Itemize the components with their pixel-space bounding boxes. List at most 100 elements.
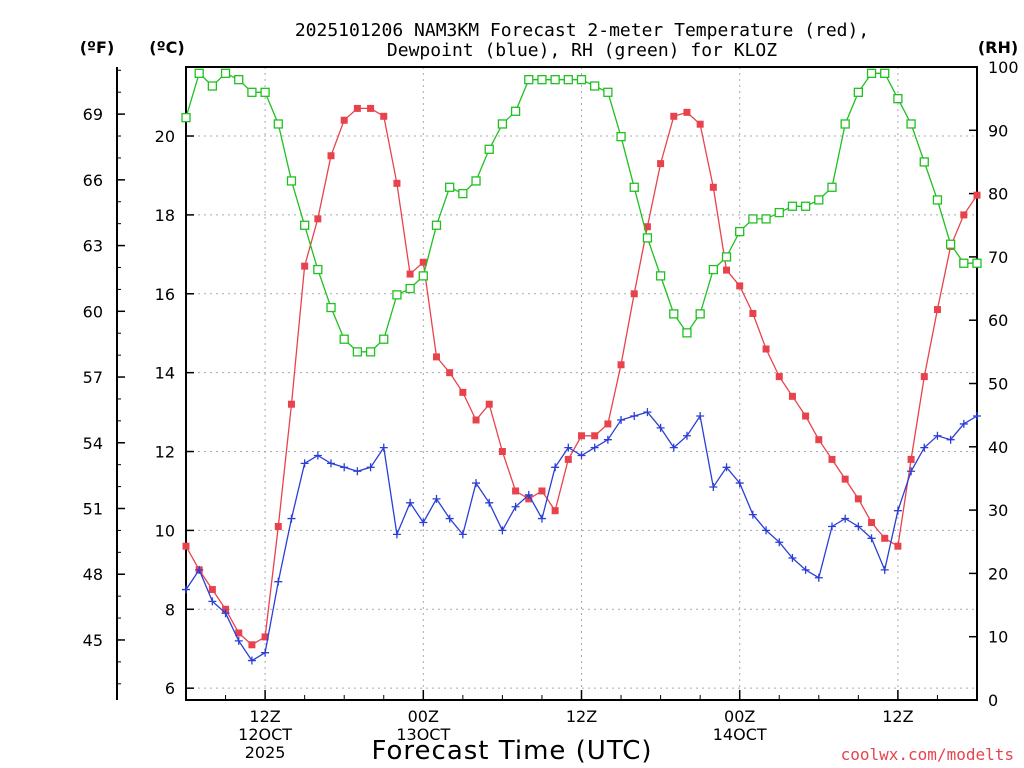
temperature-point [696, 120, 704, 128]
fahrenheit-tick-label: 48 [83, 565, 103, 584]
dewpoint-point [867, 534, 876, 543]
temperature-point [578, 432, 585, 440]
dewpoint-point [788, 554, 797, 563]
rh-point [286, 176, 297, 186]
dewpoint-point [353, 467, 362, 476]
rh-point [761, 214, 771, 224]
rh-point [629, 182, 639, 192]
temperature-point [538, 487, 546, 495]
x-axis-title: Forecast Time (UTC) [371, 736, 652, 766]
rh-point [748, 214, 758, 224]
rh-point [392, 290, 402, 300]
temperature-point [459, 388, 467, 396]
dewpoint-point [366, 463, 375, 472]
temperature-point [406, 270, 414, 278]
dewpoint-point [722, 463, 731, 472]
rh-point [827, 182, 837, 192]
dewpoint-point [208, 597, 217, 606]
temperature-point [881, 534, 889, 542]
rh-point [866, 68, 877, 78]
celsius-tick-label: 14 [155, 364, 175, 383]
rh-point [471, 176, 481, 186]
dewpoint-point [247, 656, 256, 665]
dewpoint-point [973, 412, 981, 421]
rh-point [735, 226, 745, 237]
rh-point [972, 258, 982, 268]
rh-point [207, 81, 218, 91]
celsius-tick-label: 18 [155, 206, 175, 225]
dewpoint-point [300, 459, 309, 468]
rh-point [339, 334, 349, 344]
dewpoint-point [564, 443, 573, 452]
rh-point [800, 201, 811, 211]
dewpoint-point [617, 415, 626, 424]
temperature-point [907, 455, 915, 463]
rh-point [655, 271, 666, 281]
rh-series [181, 68, 982, 357]
fahrenheit-tick-label: 60 [83, 302, 103, 321]
rh-point [234, 75, 244, 85]
rh-point [853, 87, 863, 97]
temperature-point [182, 542, 190, 550]
rh-point [880, 68, 890, 78]
dewpoint-point [801, 565, 810, 574]
rh-point [787, 201, 798, 211]
temperature-point [208, 586, 216, 594]
temperature-point [380, 112, 388, 120]
dewpoint-point [498, 526, 507, 535]
temperature-point [314, 215, 322, 223]
rh-tick-label: 0 [988, 691, 998, 710]
x-tick-label: 12OCT [238, 725, 292, 744]
rh-point [590, 81, 600, 91]
dewpoint-point [748, 510, 757, 519]
chart-title-line-2: Dewpoint (blue), RH (green) for KLOZ [387, 40, 777, 61]
temperature-point [933, 306, 941, 314]
dewpoint-point [221, 609, 230, 618]
temperature-point [960, 211, 968, 219]
data-series [181, 68, 982, 665]
rh-tick-label: 90 [988, 121, 1008, 140]
temperature-point [868, 519, 876, 527]
temperature-point [920, 373, 928, 381]
rh-tick-label: 10 [988, 628, 1008, 647]
celsius-tick-label: 10 [155, 521, 175, 540]
rh-point [774, 207, 784, 218]
rh-point [365, 347, 376, 357]
rh-tick-label: 50 [988, 375, 1008, 394]
dewpoint-point [827, 522, 836, 531]
dewpoint-point [182, 585, 190, 594]
rh-tick-label: 60 [988, 311, 1008, 330]
rh-point [932, 195, 943, 205]
rh-point [708, 264, 718, 275]
dewpoint-point [551, 463, 560, 472]
rh-point [669, 309, 679, 319]
x-tick-label: 12Z [249, 707, 280, 726]
rh-point [524, 75, 534, 85]
dewpoint-point [379, 443, 388, 452]
rh-point [431, 220, 442, 230]
rh-point [510, 106, 521, 116]
rh-point [893, 94, 903, 104]
rh-point [220, 68, 231, 78]
dewpoint-point [656, 423, 665, 432]
fahrenheit-tick-label: 54 [83, 434, 103, 453]
rh-point [194, 68, 204, 78]
rh-point [379, 334, 389, 344]
rh-point [682, 328, 692, 338]
dewpoint-point [261, 648, 270, 657]
temperature-point [709, 183, 717, 191]
rh-point [563, 75, 573, 85]
temperature-point [828, 455, 836, 463]
rh-axis-label: (RH) [978, 38, 1018, 57]
dewpoint-point [907, 467, 916, 476]
rh-point [418, 271, 428, 281]
dewpoint-point [234, 636, 243, 645]
temperature-point [512, 487, 520, 495]
rh-point [405, 283, 415, 294]
dewpoint-point [603, 435, 612, 444]
x-tick-label: 12Z [882, 707, 913, 726]
dewpoint-point [854, 522, 863, 531]
temperature-point [815, 436, 823, 444]
dewpoint-point [537, 514, 546, 523]
dewpoint-point [432, 494, 441, 503]
